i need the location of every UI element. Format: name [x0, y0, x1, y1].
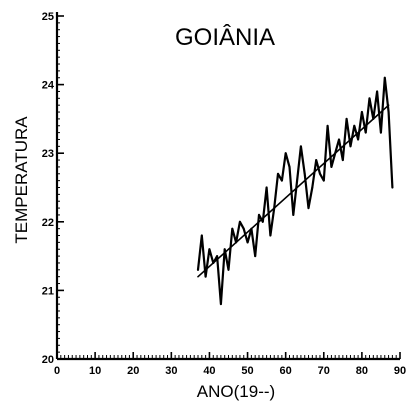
data-point: [330, 166, 333, 168]
data-point: [326, 124, 329, 127]
x-tick-label: 80: [356, 365, 368, 377]
data-point: [357, 138, 359, 141]
data-point: [383, 76, 386, 79]
data-point: [360, 111, 363, 113]
x-tick-label: 60: [280, 365, 292, 377]
x-tick-label: 50: [241, 365, 253, 377]
data-point: [231, 227, 234, 230]
data-point: [376, 90, 379, 93]
y-tick-label: 20: [42, 354, 54, 366]
data-point: [353, 124, 356, 127]
y-tick-label: 23: [42, 148, 54, 160]
data-point: [300, 145, 302, 148]
x-axis-label: ANO(19--): [197, 382, 275, 401]
data-point: [204, 275, 207, 278]
data-point: [364, 131, 367, 134]
x-tick-label: 70: [318, 365, 330, 377]
x-tick-label: 0: [54, 365, 60, 377]
data-point: [292, 214, 295, 216]
data-point: [341, 159, 344, 161]
x-tick-label: 20: [127, 365, 139, 377]
data-point: [284, 152, 287, 155]
data-point: [197, 268, 199, 271]
data-point: [219, 303, 222, 306]
x-tick-label: 90: [394, 365, 406, 377]
y-axis-label: TEMPERATURA: [12, 116, 31, 244]
axes: [55, 12, 400, 361]
data-point: [349, 145, 352, 148]
data-point: [315, 159, 318, 161]
temperature-line: [196, 76, 394, 306]
data-point: [200, 234, 203, 237]
data-point: [303, 172, 306, 175]
y-tick-label: 25: [42, 11, 54, 23]
data-point: [345, 118, 348, 120]
data-point: [277, 172, 279, 175]
data-point: [242, 227, 245, 230]
y-tick-label: 22: [42, 217, 54, 229]
data-point: [338, 138, 340, 141]
data-point: [280, 179, 283, 182]
data-point: [239, 220, 241, 223]
tick-labels: 0 10 20 30 40 50 60 70 80 90 20 21 22 23 24 25: [42, 11, 406, 377]
y-tick-label: 21: [42, 285, 54, 297]
data-point: [227, 268, 230, 271]
data-point: [208, 248, 211, 251]
data-point: [246, 241, 249, 244]
data-point: [254, 255, 257, 257]
data-point: [288, 166, 291, 168]
ticks: [56, 15, 401, 360]
data-point: [265, 186, 268, 189]
data-point: [269, 234, 272, 237]
x-tick-label: 40: [203, 365, 215, 377]
data-point: [322, 179, 325, 182]
data-point: [368, 97, 371, 100]
data-point: [391, 186, 394, 189]
data-point: [216, 255, 218, 257]
data-point: [223, 248, 226, 251]
data-point: [380, 131, 382, 134]
series: [196, 76, 394, 306]
data-point: [319, 172, 321, 175]
y-tick-label: 24: [42, 80, 55, 92]
x-tick-label: 30: [165, 365, 177, 377]
data-point: [307, 207, 310, 209]
trend-line: [197, 104, 390, 278]
data-point: [387, 111, 390, 113]
data-point: [296, 179, 298, 182]
data-point: [311, 186, 314, 189]
data-point: [261, 220, 264, 223]
data-point: [258, 214, 260, 216]
x-tick-label: 10: [89, 365, 101, 377]
chart-title: GOIÂNIA: [175, 24, 275, 51]
